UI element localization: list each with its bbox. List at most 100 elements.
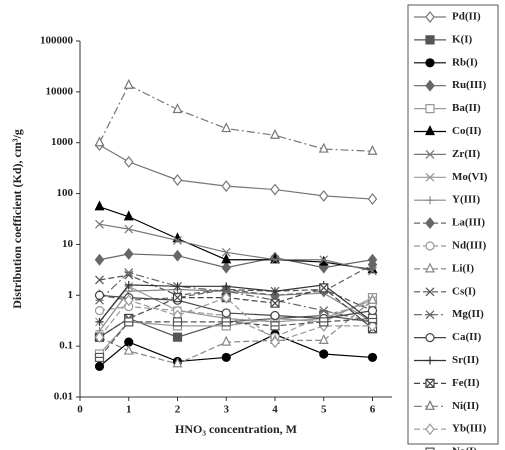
data-point bbox=[172, 332, 183, 342]
data-point bbox=[95, 275, 104, 285]
marker-shape bbox=[221, 335, 232, 346]
data-point bbox=[221, 247, 231, 257]
legend-label: Li(I) bbox=[452, 262, 474, 274]
y-tick-label: 0.1 bbox=[59, 340, 73, 352]
legend-marker bbox=[425, 79, 435, 92]
marker-shape bbox=[270, 128, 280, 139]
marker-shape bbox=[221, 261, 232, 274]
marker-shape bbox=[221, 291, 232, 304]
marker-shape bbox=[172, 332, 183, 342]
marker-shape bbox=[123, 344, 134, 355]
data-point bbox=[172, 249, 183, 262]
marker-stroke bbox=[319, 255, 329, 265]
marker-stroke bbox=[95, 275, 104, 285]
marker-shape bbox=[270, 310, 280, 321]
legend-marker bbox=[425, 172, 435, 182]
marker-stroke bbox=[173, 293, 182, 303]
data-point bbox=[271, 287, 279, 296]
marker-shape bbox=[425, 423, 435, 436]
x-tick-label: 0 bbox=[77, 404, 83, 416]
marker-shape bbox=[221, 180, 232, 193]
marker-shape bbox=[123, 247, 134, 260]
data-point bbox=[319, 306, 329, 316]
marker-stroke bbox=[425, 287, 435, 297]
data-point bbox=[270, 310, 280, 321]
data-point bbox=[124, 280, 133, 289]
legend-label: K(I) bbox=[452, 33, 473, 45]
data-point bbox=[124, 268, 134, 277]
data-point bbox=[270, 255, 280, 265]
marker-shape bbox=[425, 241, 435, 251]
data-point bbox=[123, 294, 134, 307]
data-point bbox=[367, 193, 378, 206]
marker-shape bbox=[425, 399, 435, 410]
y-tick-label: 100000 bbox=[40, 35, 74, 47]
legend-label: La(III) bbox=[452, 217, 485, 229]
marker-shape bbox=[425, 262, 435, 273]
legend-box bbox=[407, 4, 499, 445]
legend-label: Ni(II) bbox=[452, 400, 479, 412]
y-tick-label: 1 bbox=[68, 289, 74, 301]
legend-label: Cs(I) bbox=[452, 285, 476, 297]
marker-stroke bbox=[95, 219, 104, 229]
legend-label: Rb(I) bbox=[452, 56, 478, 68]
marker-stroke bbox=[173, 235, 182, 245]
marker-shape bbox=[94, 200, 105, 211]
marker-shape bbox=[318, 334, 329, 344]
marker-shape bbox=[221, 308, 231, 318]
data-point bbox=[221, 308, 231, 318]
data-point bbox=[172, 357, 183, 368]
data-point bbox=[319, 317, 329, 327]
legend-label: Zr(II) bbox=[452, 148, 480, 160]
data-point bbox=[221, 335, 232, 346]
marker-shape bbox=[94, 305, 105, 316]
data-point bbox=[318, 142, 329, 153]
marker-stroke bbox=[270, 298, 280, 308]
marker-shape bbox=[425, 333, 435, 343]
data-point bbox=[367, 352, 378, 363]
legend-marker bbox=[425, 58, 435, 68]
data-point bbox=[95, 317, 104, 326]
x-tick-label: 5 bbox=[321, 404, 327, 416]
legend-marker bbox=[425, 423, 435, 436]
data-point bbox=[319, 349, 329, 359]
data-point bbox=[270, 298, 280, 308]
data-point bbox=[173, 282, 182, 291]
marker-shape bbox=[367, 144, 378, 155]
data-point bbox=[172, 293, 183, 303]
marker-shape bbox=[270, 183, 280, 196]
legend-label: Y(III) bbox=[452, 194, 480, 206]
y-tick-label: 10 bbox=[62, 238, 74, 250]
data-point bbox=[94, 290, 105, 300]
marker-shape bbox=[367, 293, 378, 304]
marker-shape bbox=[425, 58, 435, 68]
marker-shape bbox=[221, 122, 232, 133]
marker-stroke bbox=[270, 255, 280, 265]
data-point bbox=[318, 334, 329, 344]
legend-marker bbox=[425, 103, 435, 114]
data-point bbox=[123, 344, 134, 355]
marker-shape bbox=[425, 103, 435, 114]
y-tick-label: 10000 bbox=[46, 85, 74, 97]
x-tick-label: 3 bbox=[224, 404, 230, 416]
marker-shape bbox=[319, 349, 329, 359]
marker-shape bbox=[425, 125, 435, 136]
legend-label: Ca(II) bbox=[452, 331, 482, 343]
data-point bbox=[172, 174, 183, 186]
data-point bbox=[367, 305, 378, 316]
marker-stroke bbox=[319, 283, 329, 293]
y-tick-label: 1000 bbox=[51, 136, 74, 148]
legend-marker bbox=[425, 310, 435, 320]
legend-marker bbox=[425, 378, 435, 388]
legend-marker bbox=[425, 262, 435, 273]
data-point bbox=[367, 144, 378, 155]
marker-shape bbox=[172, 103, 183, 114]
data-point bbox=[124, 317, 134, 327]
data-point bbox=[221, 352, 231, 363]
legend-label: Nd(III) bbox=[452, 240, 487, 252]
legend-marker bbox=[425, 217, 435, 230]
marker-shape bbox=[425, 79, 435, 92]
marker-shape bbox=[123, 294, 134, 307]
